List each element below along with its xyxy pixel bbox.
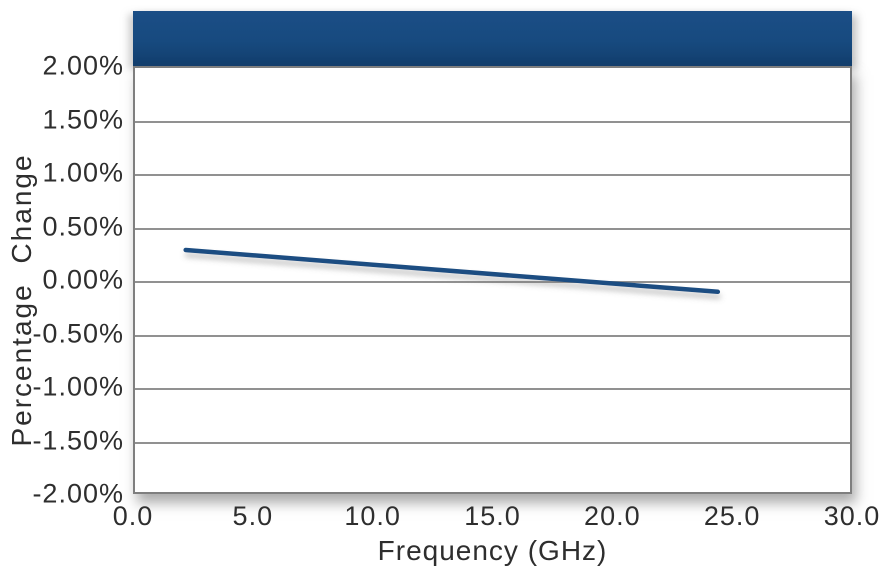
y-tick-label: 2.00% [42,50,124,81]
gridline [135,281,850,283]
gridline [135,388,850,390]
y-tick-label: 1.50% [42,104,124,134]
gridline [135,174,850,176]
gridline [135,441,850,444]
x-tick-label: 25.0 [703,501,761,531]
x-tick-label: 0.0 [112,501,154,531]
y-tick-label: 0.50% [42,211,124,241]
x-tick-label: 5.0 [232,501,274,531]
y-axis-title: Percentage Change [6,153,37,447]
y-tick-label: -1.50% [32,425,124,455]
gridline [135,334,850,337]
x-tick-label: 10.0 [344,501,401,531]
gridline [135,227,850,230]
y-tick-label: 1.00% [42,157,124,188]
y-tick-label: -2.00% [32,478,124,509]
y-tick-label: 0.00% [42,264,124,295]
y-tick-label: -0.50% [32,318,124,348]
x-tick-label: 15.0 [464,501,521,531]
x-tick-label: 20.0 [584,501,641,531]
gridline [135,120,850,123]
chart-header-band [133,11,852,66]
x-axis-title: Frequency (GHz) [377,535,608,566]
plot-area [133,66,852,494]
x-tick-label: 30.0 [823,501,881,531]
y-tick-label: -1.00% [32,371,124,402]
